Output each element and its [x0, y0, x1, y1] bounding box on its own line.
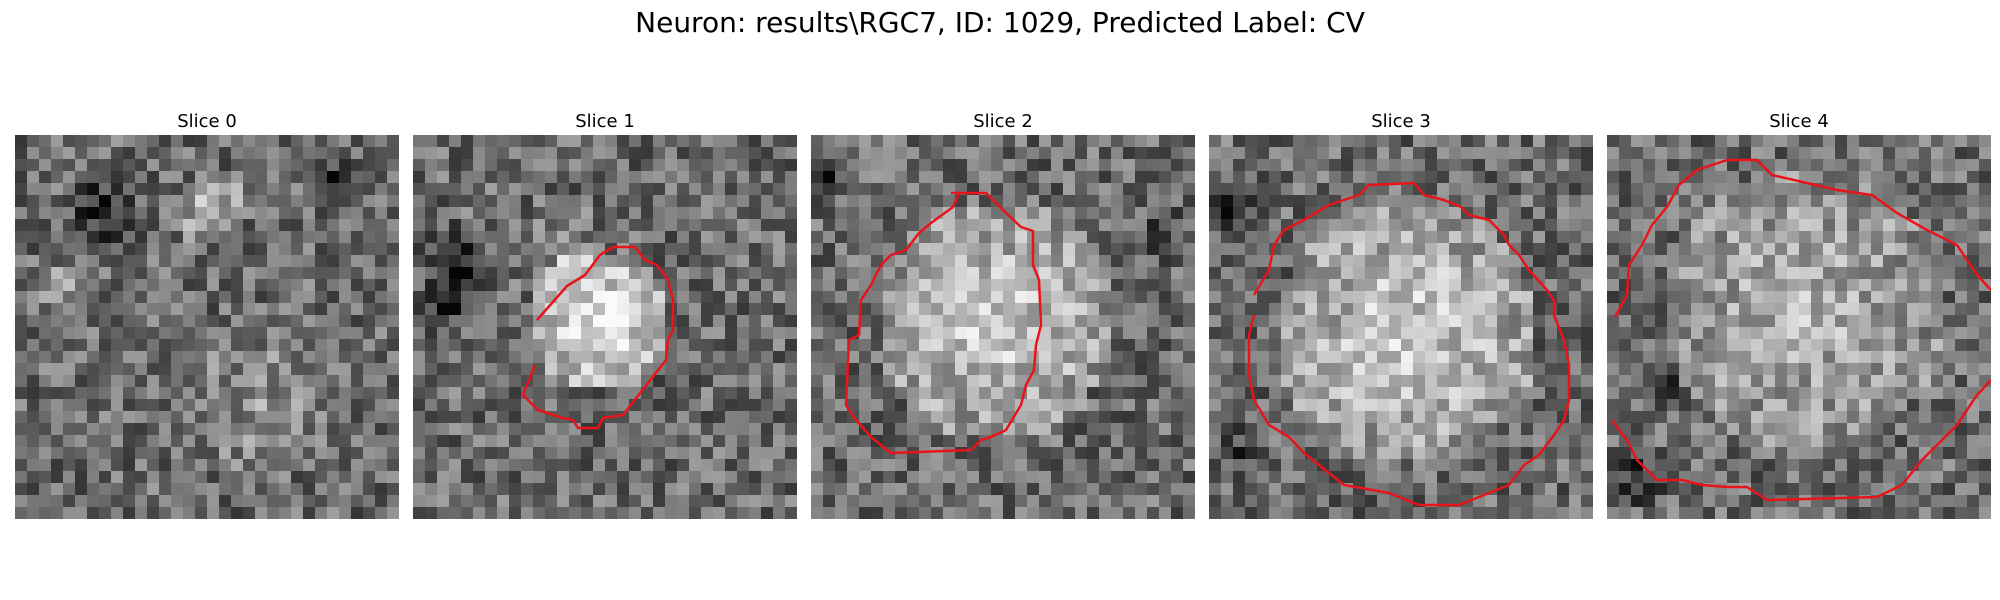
figure-title: Neuron: results\RGC7, ID: 1029, Predicte… [0, 6, 2000, 40]
slice-image [811, 135, 1195, 519]
slice-title: Slice 3 [1209, 111, 1593, 133]
slice-panel: Slice 4 [1607, 111, 1991, 133]
slice-image [15, 135, 399, 519]
slice-title: Slice 4 [1607, 111, 1991, 133]
slice-title: Slice 2 [811, 111, 1195, 133]
slice-panel: Slice 0 [15, 111, 399, 133]
slice-title: Slice 0 [15, 111, 399, 133]
slice-image [413, 135, 797, 519]
slice-title: Slice 1 [413, 111, 797, 133]
slice-panel: Slice 1 [413, 111, 797, 133]
slice-panel: Slice 2 [811, 111, 1195, 133]
slice-panel: Slice 3 [1209, 111, 1593, 133]
slice-image [1209, 135, 1593, 519]
slice-image [1607, 135, 1991, 519]
